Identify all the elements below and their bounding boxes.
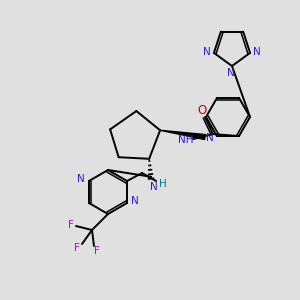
Text: N: N bbox=[227, 68, 235, 78]
Text: N: N bbox=[253, 47, 261, 57]
Text: F: F bbox=[68, 220, 74, 230]
Text: N: N bbox=[77, 174, 85, 184]
Text: N: N bbox=[206, 133, 214, 143]
Text: H: H bbox=[159, 179, 167, 189]
Text: N: N bbox=[203, 47, 211, 57]
Text: N: N bbox=[131, 196, 139, 206]
Text: N: N bbox=[150, 182, 158, 192]
Text: NH: NH bbox=[178, 135, 194, 145]
Text: F: F bbox=[74, 243, 80, 253]
Polygon shape bbox=[160, 130, 206, 140]
Text: O: O bbox=[197, 103, 207, 117]
Text: F: F bbox=[94, 246, 100, 256]
